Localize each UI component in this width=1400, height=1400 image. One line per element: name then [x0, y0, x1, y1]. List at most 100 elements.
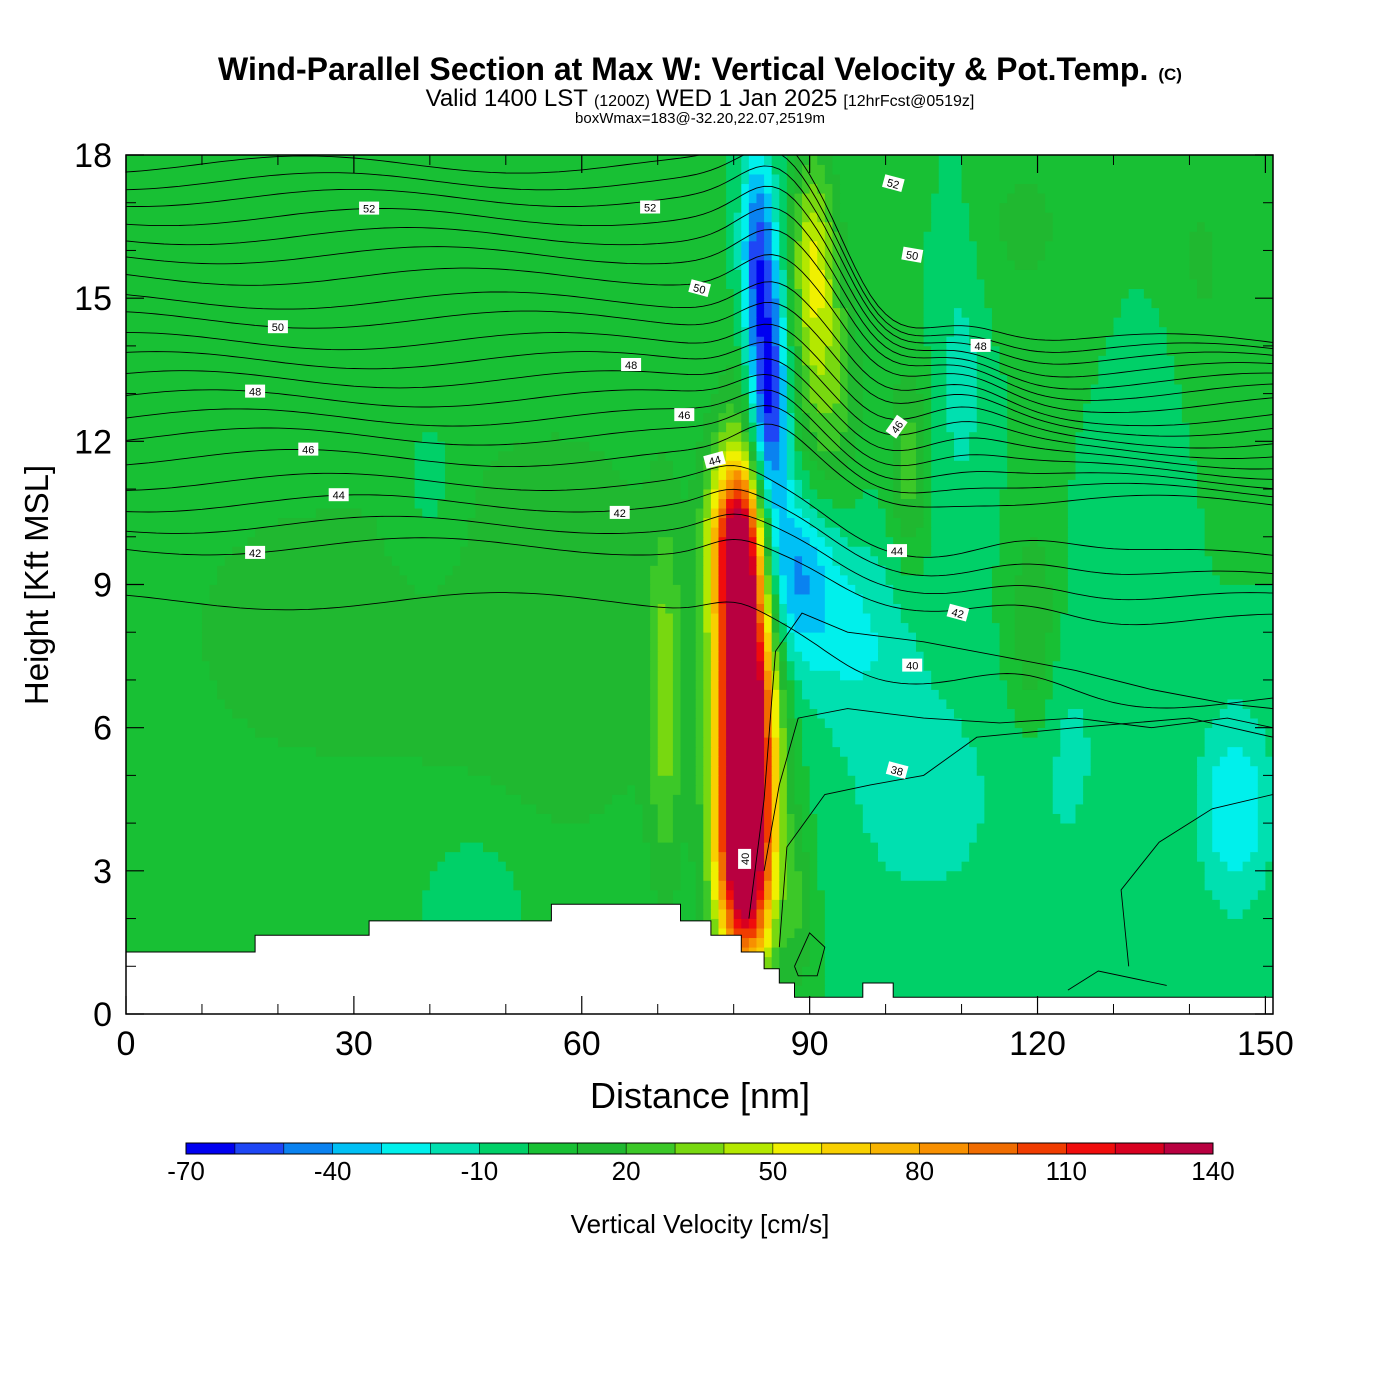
velocity-cell — [680, 851, 689, 862]
velocity-cell — [809, 889, 826, 900]
velocity-cell — [1219, 899, 1251, 910]
velocity-cell — [126, 469, 416, 480]
velocity-cell — [1212, 250, 1273, 261]
velocity-cell — [680, 603, 697, 614]
velocity-cell — [824, 956, 1273, 967]
velocity-cell — [672, 765, 682, 776]
colorbar-swatch — [1017, 1143, 1067, 1154]
velocity-cell — [931, 670, 1001, 681]
velocity-cell — [695, 565, 704, 576]
velocity-cell — [915, 450, 925, 461]
velocity-cell — [840, 269, 849, 280]
velocity-cell — [1204, 746, 1229, 757]
theta-contour — [126, 389, 1273, 490]
velocity-cell — [733, 927, 758, 939]
velocity-cell — [726, 689, 765, 700]
y-tick-label: 6 — [93, 710, 112, 748]
velocity-cell — [809, 364, 818, 375]
contour-label: 46 — [885, 414, 908, 439]
velocity-cell — [726, 765, 765, 776]
velocity-cell — [1204, 517, 1273, 528]
velocity-cell — [786, 393, 796, 404]
velocity-cell — [718, 440, 727, 452]
velocity-cell — [1219, 708, 1251, 719]
velocity-cell — [809, 183, 818, 194]
velocity-cell — [126, 517, 279, 528]
velocity-cell — [862, 488, 879, 499]
theta-contour — [1067, 970, 1167, 991]
contour-label: 52 — [359, 201, 380, 216]
velocity-cell — [802, 460, 818, 471]
colorbar-swatch — [1164, 1143, 1214, 1154]
velocity-cell — [414, 460, 446, 471]
velocity-cell — [847, 355, 864, 366]
velocity-cell — [384, 545, 461, 557]
velocity-cell — [126, 593, 211, 604]
velocity-cell — [786, 689, 796, 700]
velocity-cell — [931, 364, 947, 375]
velocity-cell — [1212, 555, 1273, 566]
velocity-cell — [733, 259, 742, 270]
velocity-cell — [414, 440, 446, 452]
velocity-cell — [1212, 230, 1273, 242]
svg-text:50: 50 — [692, 282, 707, 297]
velocity-cell — [976, 402, 1008, 414]
velocity-cell — [771, 402, 780, 414]
velocity-cell — [1045, 698, 1229, 709]
velocity-cell — [1105, 335, 1168, 347]
velocity-cell — [779, 736, 788, 748]
velocity-cell — [710, 402, 727, 414]
velocity-cell — [756, 297, 765, 309]
velocity-cell — [779, 899, 803, 910]
velocity-cell — [650, 851, 682, 862]
velocity-cell — [756, 622, 765, 633]
velocity-cell — [201, 631, 651, 643]
velocity-cell — [703, 660, 712, 671]
colorbar-tick-label: -70 — [167, 1156, 205, 1186]
velocity-cell — [1197, 755, 1221, 767]
velocity-cell — [126, 355, 742, 366]
velocity-cell — [718, 593, 727, 604]
velocity-cell — [794, 469, 811, 480]
velocity-cell — [771, 326, 780, 337]
velocity-cell — [824, 603, 864, 614]
velocity-cell — [695, 717, 704, 729]
velocity-cell — [657, 822, 674, 834]
velocity-cell — [794, 240, 803, 251]
velocity-cell — [422, 908, 522, 919]
velocity-cell — [779, 603, 788, 614]
velocity-cell — [513, 879, 651, 891]
velocity-cell — [1181, 412, 1273, 423]
velocity-cell — [710, 918, 720, 929]
velocity-cell — [946, 345, 978, 356]
velocity-cell — [756, 918, 765, 929]
velocity-cell — [969, 202, 1001, 213]
velocity-cell — [650, 689, 659, 700]
velocity-cell — [953, 316, 970, 328]
velocity-cell — [809, 937, 826, 948]
velocity-cell — [794, 374, 803, 385]
velocity-cell — [718, 679, 727, 690]
velocity-cell — [878, 488, 894, 499]
velocity-cell — [741, 469, 750, 480]
colorbar-tick-label: 50 — [758, 1156, 787, 1186]
velocity-cell — [1212, 813, 1259, 824]
velocity-cell — [695, 879, 704, 891]
velocity-cell — [703, 841, 712, 853]
velocity-cell — [558, 431, 704, 442]
velocity-cell — [1060, 641, 1273, 652]
velocity-cell — [209, 593, 651, 604]
velocity-cell — [467, 536, 659, 547]
velocity-cell — [976, 755, 1054, 767]
velocity-cell — [779, 173, 788, 185]
velocity-cell — [923, 660, 1001, 671]
velocity-cell — [764, 670, 773, 681]
velocity-cell — [1067, 507, 1206, 519]
velocity-cell — [718, 431, 742, 442]
svg-text:40: 40 — [740, 853, 752, 865]
velocity-cell — [824, 965, 1273, 977]
velocity-cell — [847, 307, 856, 318]
velocity-cell — [855, 784, 985, 795]
velocity-cell — [1090, 765, 1198, 776]
velocity-cell — [999, 345, 1107, 356]
